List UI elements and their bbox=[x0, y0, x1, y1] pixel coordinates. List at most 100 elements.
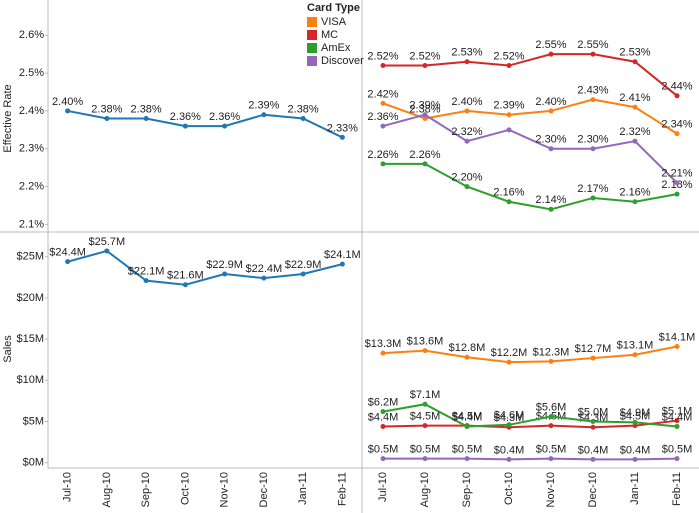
data-label: $13.6M bbox=[407, 336, 444, 348]
point bbox=[590, 146, 596, 152]
point bbox=[506, 63, 512, 69]
point bbox=[548, 358, 554, 364]
data-label: $6.2M bbox=[368, 397, 399, 409]
data-label: 2.52% bbox=[367, 50, 398, 62]
data-label: 2.52% bbox=[493, 50, 524, 62]
data-label: $4.5M bbox=[410, 411, 441, 423]
y-tick-label: $15M bbox=[16, 333, 44, 345]
point bbox=[590, 355, 596, 361]
point bbox=[380, 100, 386, 106]
data-label: $13.1M bbox=[617, 340, 654, 352]
point bbox=[422, 112, 428, 118]
data-label: $0.4M bbox=[620, 444, 651, 456]
point bbox=[632, 138, 638, 144]
y-tick-label: $5M bbox=[23, 415, 44, 427]
data-label: $21.6M bbox=[167, 270, 204, 282]
point bbox=[464, 456, 470, 462]
data-label: $0.4M bbox=[494, 444, 525, 456]
x-tick-label: Jul-10 bbox=[62, 472, 74, 502]
data-label: $0.5M bbox=[410, 443, 441, 455]
y-tick-label: 2.1% bbox=[19, 218, 44, 230]
data-label: $4.5M bbox=[620, 411, 651, 423]
data-label: 2.20% bbox=[451, 172, 482, 184]
data-label: $22.9M bbox=[206, 259, 243, 271]
data-label: 2.38% bbox=[131, 103, 162, 115]
point bbox=[300, 116, 306, 121]
data-label: 2.30% bbox=[577, 134, 608, 146]
line bbox=[382, 403, 678, 428]
x-tick-label: Aug-10 bbox=[101, 472, 113, 507]
data-label: $5.0M bbox=[578, 406, 609, 418]
data-label: $5.6M bbox=[536, 401, 567, 413]
point bbox=[222, 271, 228, 277]
point bbox=[548, 146, 554, 152]
data-label: $22.1M bbox=[128, 266, 165, 278]
point bbox=[464, 59, 470, 65]
data-label: 2.36% bbox=[367, 111, 398, 123]
data-label: 2.42% bbox=[367, 88, 398, 100]
data-label: $22.4M bbox=[246, 263, 283, 275]
data-label: 2.53% bbox=[619, 47, 650, 59]
point bbox=[590, 195, 596, 201]
point bbox=[506, 112, 512, 118]
y-tick-label: 2.5% bbox=[19, 67, 44, 79]
data-label: $14.1M bbox=[659, 331, 696, 343]
data-label: $22.9M bbox=[285, 259, 322, 271]
data-label: $0.5M bbox=[536, 443, 567, 455]
x-tick-label: Oct-10 bbox=[179, 472, 191, 505]
data-label: $0.5M bbox=[662, 443, 693, 455]
data-label: $4.3M bbox=[494, 412, 525, 424]
point bbox=[632, 352, 638, 358]
point bbox=[422, 423, 428, 429]
point bbox=[674, 93, 680, 99]
point bbox=[222, 123, 228, 129]
data-label: $7.1M bbox=[410, 389, 441, 401]
data-label: 2.30% bbox=[535, 134, 566, 146]
data-label: $0.5M bbox=[368, 443, 399, 455]
data-label: 2.38% bbox=[91, 103, 122, 115]
legend-label: MC bbox=[321, 29, 338, 41]
point bbox=[506, 422, 512, 428]
line bbox=[382, 345, 678, 364]
data-label: $4.5M bbox=[452, 411, 483, 423]
data-label: 2.32% bbox=[451, 126, 482, 138]
data-label: $13.3M bbox=[365, 338, 402, 350]
point bbox=[261, 275, 267, 281]
data-label: 2.14% bbox=[535, 194, 566, 206]
y-tick-label: $20M bbox=[16, 292, 44, 304]
legend-label: AmEx bbox=[321, 42, 351, 54]
data-label: $24.1M bbox=[324, 249, 361, 261]
data-label: 2.52% bbox=[409, 50, 440, 62]
point bbox=[674, 423, 680, 429]
line bbox=[382, 419, 678, 429]
axis-title: Effective Rate bbox=[2, 84, 14, 152]
data-label: 2.55% bbox=[577, 39, 608, 51]
point bbox=[380, 161, 386, 167]
point bbox=[422, 348, 428, 354]
point bbox=[590, 51, 596, 57]
point bbox=[674, 191, 680, 197]
x-tick-label: Dec-10 bbox=[587, 472, 599, 507]
point bbox=[300, 271, 306, 277]
point bbox=[422, 63, 428, 69]
data-label: 2.16% bbox=[619, 187, 650, 199]
data-label: $25.7M bbox=[89, 236, 126, 248]
line bbox=[67, 249, 343, 286]
data-label: $4.4M bbox=[452, 411, 483, 423]
point bbox=[674, 131, 680, 137]
point bbox=[548, 206, 554, 212]
data-label: $4.9M bbox=[620, 407, 651, 419]
point bbox=[632, 199, 638, 205]
point bbox=[548, 414, 554, 420]
point bbox=[464, 138, 470, 144]
data-label: $12.3M bbox=[533, 346, 570, 358]
point bbox=[65, 108, 71, 114]
point bbox=[632, 59, 638, 65]
point bbox=[632, 104, 638, 110]
x-tick-label: Jan-11 bbox=[629, 472, 641, 505]
data-label: 2.40% bbox=[535, 96, 566, 108]
data-label: 2.36% bbox=[209, 111, 240, 123]
point bbox=[182, 123, 188, 129]
data-label: 2.34% bbox=[661, 119, 692, 131]
